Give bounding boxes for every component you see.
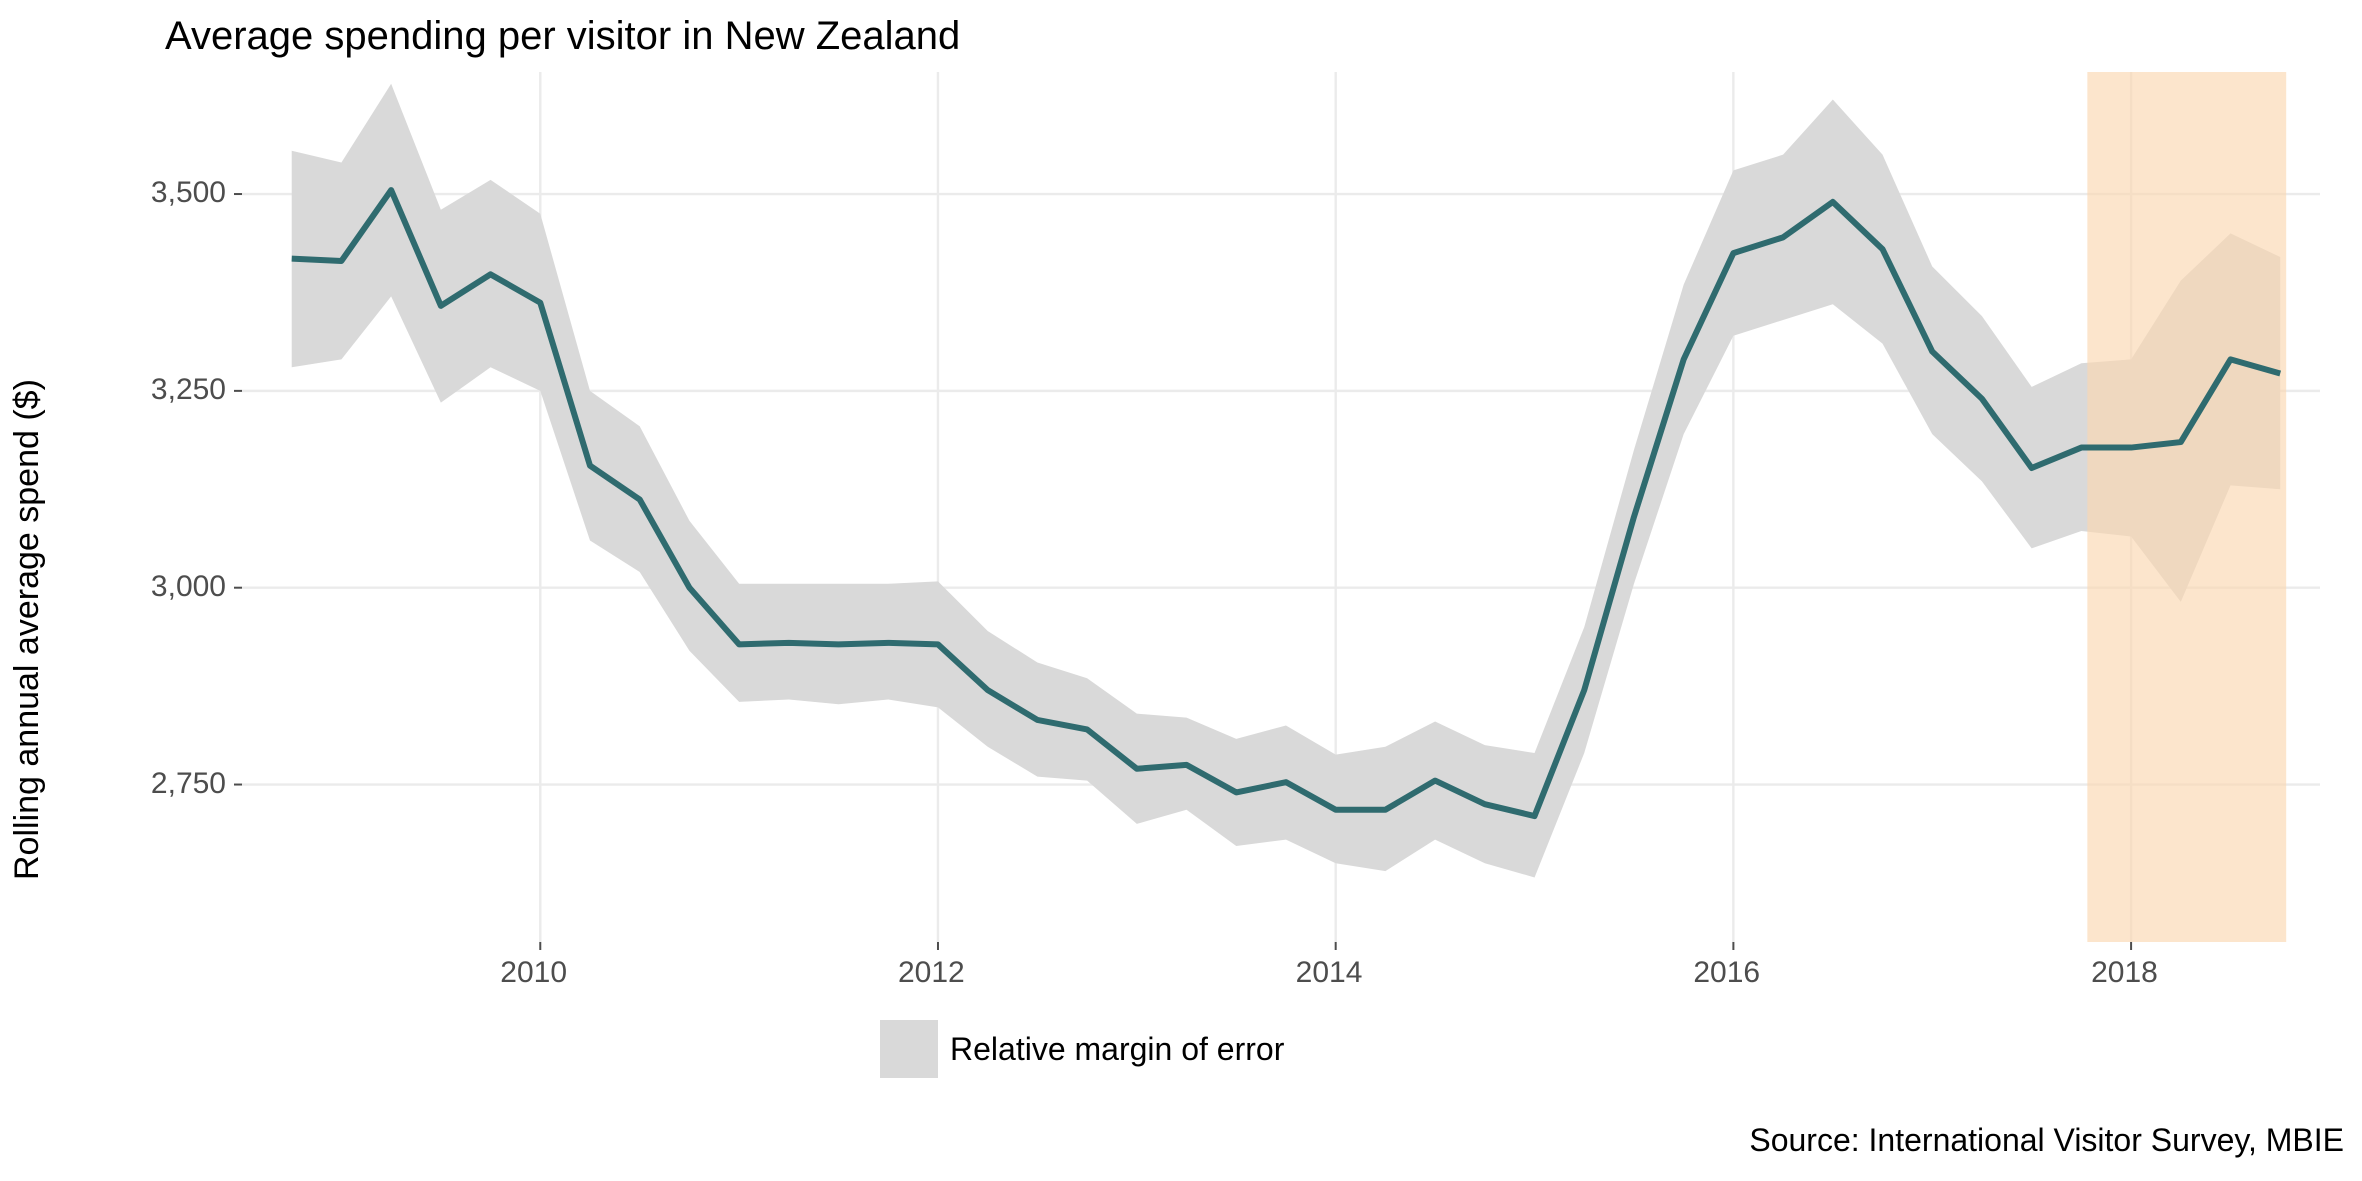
x-tick-label: 2018 xyxy=(2091,956,2158,990)
x-tick-label: 2016 xyxy=(1693,956,1760,990)
legend-swatch xyxy=(880,1020,938,1078)
y-tick-label: 2,750 xyxy=(151,767,226,801)
x-tick-label: 2012 xyxy=(898,956,965,990)
chart-caption: Source: International Visitor Survey, MB… xyxy=(1749,1122,2344,1159)
chart-container: Average spending per visitor in New Zeal… xyxy=(0,0,2362,1181)
y-tick-label: 3,000 xyxy=(151,570,226,604)
legend-label: Relative margin of error xyxy=(950,1031,1284,1068)
x-tick-label: 2010 xyxy=(500,956,567,990)
x-tick-label: 2014 xyxy=(1296,956,1363,990)
y-tick-label: 3,500 xyxy=(151,176,226,210)
chart-plot xyxy=(0,0,2362,1181)
legend: Relative margin of error xyxy=(880,1020,1284,1078)
y-tick-label: 3,250 xyxy=(151,373,226,407)
